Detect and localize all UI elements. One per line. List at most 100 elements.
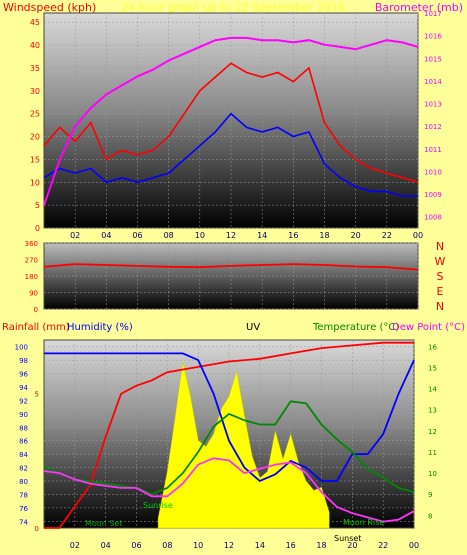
humidity-tick-label: 76: [19, 505, 28, 513]
annotation-sunset: Sunset: [334, 534, 361, 543]
series-direction-line: [43, 263, 419, 271]
temperature-tick-label: 11: [428, 449, 437, 457]
barometer-tick-label: 1011: [424, 146, 442, 154]
time-tick-label: 08: [162, 541, 172, 550]
direction-tick-label: 90: [29, 290, 38, 298]
compass-label: W: [435, 255, 446, 268]
series-barometer-line: [43, 36, 419, 206]
humidity-tick-label: 98: [19, 357, 28, 365]
barometer-tick-label: 1014: [424, 78, 442, 86]
humidity-tick-label: 96: [19, 371, 28, 379]
barometer-tick-label: 1012: [424, 123, 442, 131]
windspeed-tick-label: 25: [30, 110, 40, 119]
barometer-tick-label: 1010: [424, 168, 442, 176]
time-tick-label: 22: [382, 231, 392, 240]
humidity-tick-label: 86: [19, 438, 28, 446]
time-tick-label: 14: [255, 541, 265, 550]
temperature-tick-label: 8: [428, 512, 432, 520]
compass-label: E: [437, 285, 444, 298]
time-tick-label: 10: [193, 541, 203, 550]
time-tick-label: 06: [132, 231, 142, 240]
time-tick-label: 04: [101, 231, 111, 240]
time-tick-label: 00: [409, 541, 419, 550]
dewpoint-axis-label: Dew Point (°C): [392, 322, 465, 333]
windspeed-tick-label: 35: [30, 64, 40, 73]
series-average-line: [43, 112, 418, 197]
direction-tick-label: 180: [25, 273, 38, 281]
time-tick-label: 12: [226, 231, 236, 240]
time-tick-label: 14: [257, 231, 267, 240]
time-tick-label: 16: [286, 541, 296, 550]
temperature-tick-label: 16: [428, 343, 437, 351]
time-tick-label: 16: [288, 231, 298, 240]
windspeed-tick-label: 45: [30, 18, 40, 27]
time-tick-label: 08: [164, 231, 174, 240]
windspeed-tick-label: 5: [35, 201, 40, 210]
time-tick-label: 22: [378, 541, 388, 550]
direction-tick-label: 0: [34, 306, 38, 314]
humidity-tick-label: 80: [19, 478, 28, 486]
annotation-moon-rise: Moon Rise: [343, 518, 384, 527]
direction-tick-label: 360: [25, 240, 38, 248]
windspeed-tick-label: 30: [30, 87, 40, 96]
windspeed-tick-label: 20: [30, 133, 40, 142]
temperature-tick-label: 13: [428, 407, 437, 415]
direction-tick-label: 270: [25, 257, 38, 265]
time-tick-label: 02: [70, 231, 80, 240]
humidity-tick-label: 74: [19, 518, 28, 526]
series-temperature-line: [43, 400, 415, 496]
rainfall-tick-label: 5: [35, 391, 39, 399]
series-gust-line: [43, 62, 419, 184]
temperature-axis-label: Temperature (°C): [312, 322, 399, 333]
humidity-tick-label: 82: [19, 465, 28, 473]
time-tick-label: 06: [131, 541, 141, 550]
windspeed-tick-label: 40: [30, 41, 40, 50]
humidity-tick-label: 84: [19, 451, 28, 459]
barometer-axis-label: Barometer (mb): [375, 1, 463, 14]
series-dew-point-line: [43, 457, 415, 523]
time-tick-label: 12: [224, 541, 234, 550]
humidity-tick-label: 100: [15, 344, 28, 352]
series-humidity-line: [44, 352, 415, 483]
time-tick-label: 20: [351, 231, 361, 240]
windspeed-tick-label: 10: [30, 178, 40, 187]
rainfall-axis-label: Rainfall (mm): [2, 322, 70, 333]
barometer-tick-label: 1015: [424, 55, 442, 63]
humidity-tick-label: 94: [19, 384, 28, 392]
compass-label: S: [437, 270, 444, 283]
temperature-tick-label: 14: [428, 386, 437, 394]
time-tick-label: 02: [70, 541, 80, 550]
rainfall-tick-label: 0: [35, 525, 39, 533]
compass-label: N: [436, 300, 444, 313]
annotation-moon-set: Moon Set: [85, 519, 122, 528]
chart-title: 24 hour graph up to 22 September 2016: [121, 1, 345, 14]
barometer-tick-label: 1016: [424, 33, 442, 41]
time-tick-label: 10: [195, 231, 205, 240]
humidity-tick-label: 78: [19, 491, 28, 499]
barometer-tick-label: 1009: [424, 191, 442, 199]
barometer-tick-label: 1013: [424, 101, 442, 109]
time-tick-label: 20: [347, 541, 357, 550]
temperature-tick-label: 9: [428, 491, 432, 499]
barometer-tick-label: 1017: [424, 10, 442, 18]
series-rainfall-line: [44, 341, 414, 529]
windspeed-tick-label: 15: [30, 155, 40, 164]
temperature-tick-label: 10: [428, 470, 437, 478]
windspeed-tick-label: 0: [35, 224, 40, 233]
uv-axis-label: UV: [246, 322, 260, 333]
time-tick-label: 00: [413, 231, 423, 240]
barometer-tick-label: 1008: [424, 214, 442, 222]
temperature-tick-label: 12: [428, 428, 437, 436]
humidity-tick-label: 92: [19, 397, 28, 405]
series-uv-area: [157, 361, 330, 529]
time-tick-label: 18: [319, 231, 329, 240]
windspeed-axis-label: Windspeed (kph): [3, 1, 96, 14]
temperature-tick-label: 15: [428, 364, 437, 372]
annotation-sunrise: Sunrise: [143, 501, 173, 510]
time-tick-label: 04: [101, 541, 111, 550]
time-tick-label: 18: [316, 541, 326, 550]
humidity-tick-label: 88: [19, 424, 28, 432]
compass-label: N: [436, 240, 444, 253]
humidity-axis-label: Humidity (%): [67, 322, 133, 333]
